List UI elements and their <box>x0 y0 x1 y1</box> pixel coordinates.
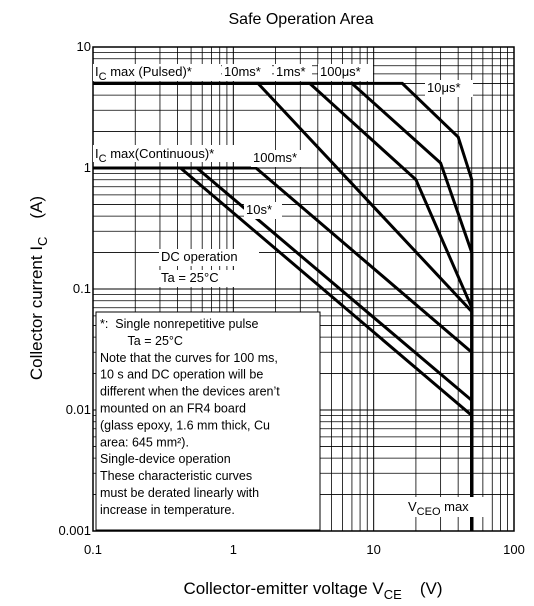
x-tick-label: 0.1 <box>84 542 102 557</box>
note-line: must be derated linearly with <box>100 486 259 500</box>
note-line: mounted on an FR4 board <box>100 402 246 416</box>
y-tick-label: 0.1 <box>73 281 91 296</box>
y-tick-label: 1 <box>84 160 91 175</box>
y-tick-label: 0.01 <box>66 402 91 417</box>
annotation-l100us: 100μs* <box>320 64 361 79</box>
note-box <box>95 311 321 531</box>
annotation-l10s: 10s* <box>246 202 272 217</box>
series-line-sdc <box>93 166 474 531</box>
annotation-ldc1: DC operation <box>161 249 238 264</box>
annotation-continuous: IC max(Continuous)* <box>95 146 214 165</box>
annotation-l10us: 10μs* <box>427 80 461 95</box>
annotation-l100ms: 100ms* <box>253 150 297 165</box>
note-line: Ta = 25°C <box>100 334 183 348</box>
x-tick-label: 100 <box>503 542 525 557</box>
note-line: different when the devices aren’t <box>100 385 280 399</box>
annotation-l10ms: 10ms* <box>224 64 261 79</box>
y-axis-label: Collector current IC(A) <box>27 196 50 380</box>
note-line: (glass epoxy, 1.6 mm thick, Cu <box>100 418 270 432</box>
tick-labels: 0.1 1 10 100 0.001 0.01 0.1 1 10 <box>58 39 524 557</box>
note-text: *: Single nonrepetitive pulse Ta = 25°C N… <box>100 317 280 517</box>
y-tick-label: 10 <box>77 39 91 54</box>
annotations: IC max (Pulsed)* IC max(Continuous)* 10ms*… <box>95 64 469 518</box>
chart-title: Safe Operation Area <box>229 11 374 28</box>
annotation-l1ms: 1ms* <box>276 64 306 79</box>
note-line: These characteristic curves <box>100 469 252 483</box>
note-line: Note that the curves for 100 ms, <box>100 351 278 365</box>
x-tick-label: 1 <box>230 542 237 557</box>
annotation-ldc2: Ta = 25°C <box>161 270 219 285</box>
y-tick-label: 0.001 <box>58 523 91 538</box>
x-axis-label: Collector-emitter voltage VCE (V) <box>183 579 442 602</box>
note-line: area: 645 mm²). <box>100 435 189 449</box>
annotation-pulsed: IC max (Pulsed)* <box>95 64 192 83</box>
note-line: increase in temperature. <box>100 503 235 517</box>
note-line: *: Single nonrepetitive pulse <box>100 317 258 331</box>
annotation-vceo: VCEO max <box>408 499 469 518</box>
plot-frame <box>92 46 515 532</box>
note-line: 10 s and DC operation will be <box>100 368 263 382</box>
x-tick-label: 10 <box>366 542 380 557</box>
note-line: Single-device operation <box>100 452 231 466</box>
series-group <box>93 81 474 531</box>
